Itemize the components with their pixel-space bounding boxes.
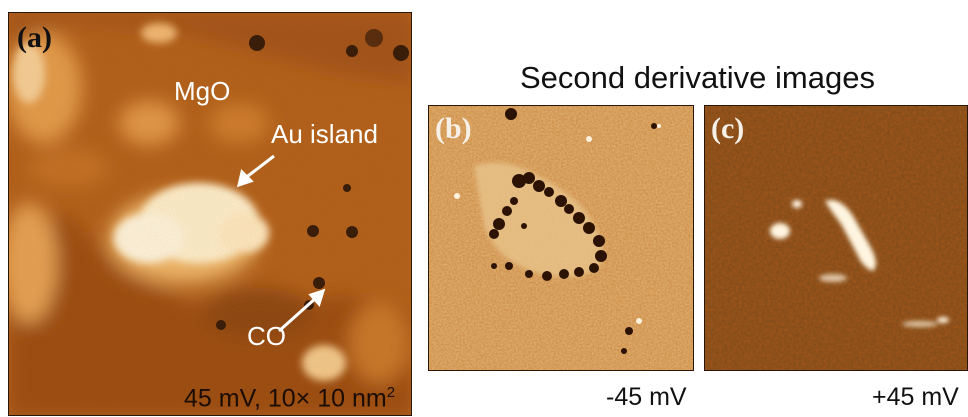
- mgo-label: MgO: [174, 76, 231, 106]
- panel-letter-c: (c): [711, 112, 745, 145]
- panel-letter-a: (a): [17, 21, 52, 54]
- second-derivative-image-negative: [429, 106, 693, 370]
- second-derivative-panel-positive: (c): [704, 105, 968, 371]
- au-island-label: Au island: [271, 119, 378, 149]
- second-derivative-panel-negative: (b): [428, 105, 694, 371]
- bias-label-negative: -45 mV: [606, 383, 687, 411]
- stm-topography-image: [9, 13, 411, 415]
- scan-parameters-label: 45 mV, 10× 10 nm2: [184, 383, 396, 412]
- stm-topography-panel: (a) MgO Au island CO 45 mV, 10× 10 nm2: [8, 12, 412, 416]
- second-derivative-image-positive: [705, 106, 967, 370]
- figure-heading: Second derivative images: [520, 60, 875, 95]
- panel-letter-b: (b): [435, 112, 472, 145]
- co-label: CO: [247, 321, 286, 351]
- bias-label-positive: +45 mV: [872, 383, 959, 411]
